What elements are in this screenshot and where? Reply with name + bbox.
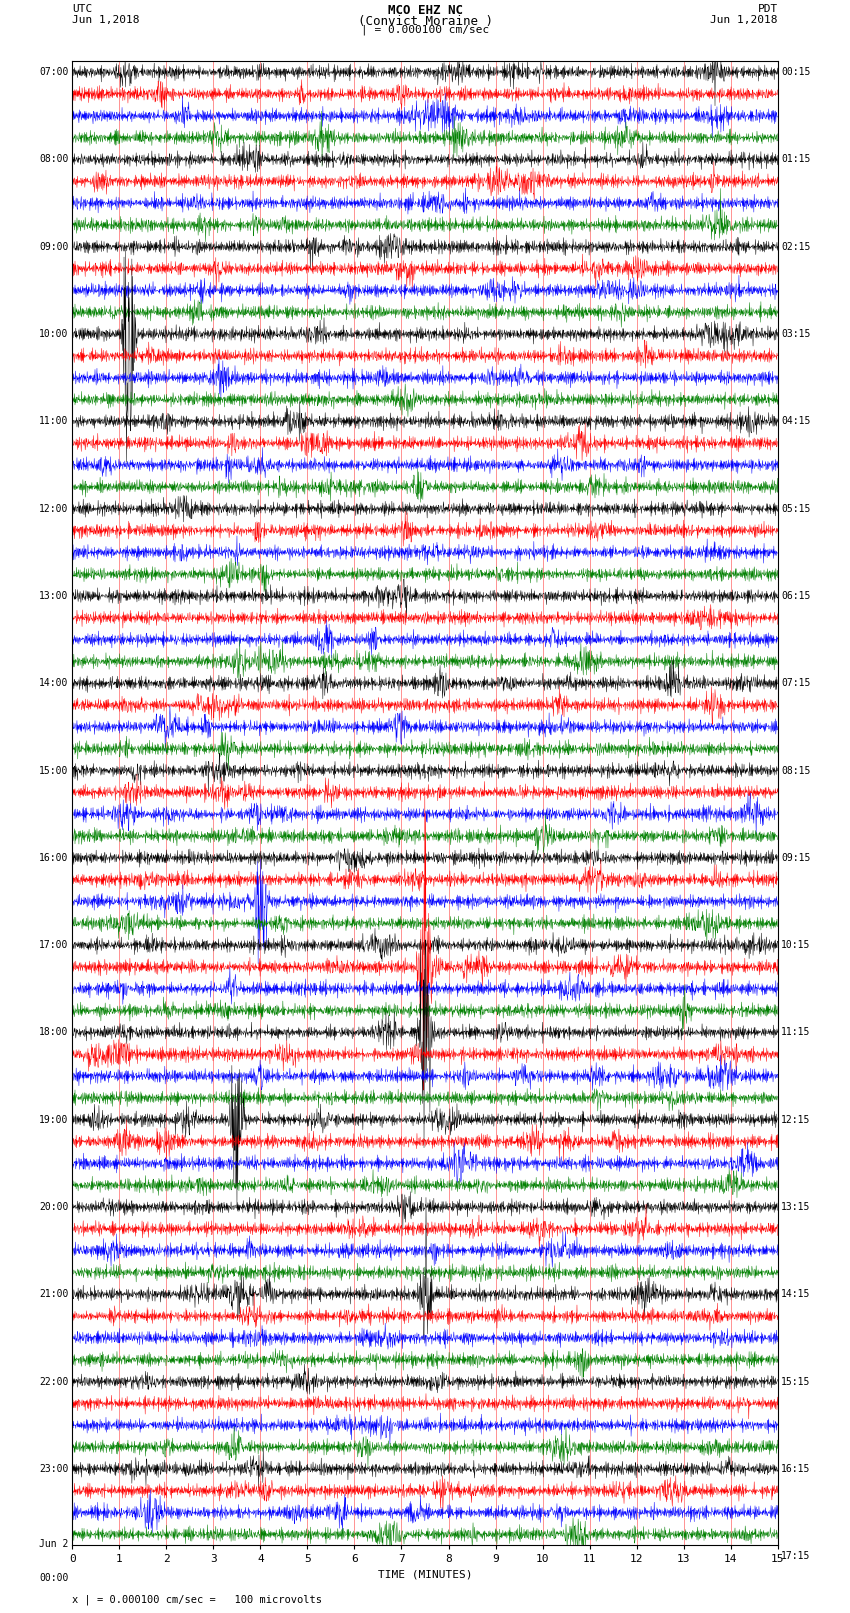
Text: 07:00: 07:00 (39, 68, 69, 77)
X-axis label: TIME (MINUTES): TIME (MINUTES) (377, 1569, 473, 1579)
Text: 12:00: 12:00 (39, 503, 69, 513)
Text: 14:00: 14:00 (39, 677, 69, 689)
Text: 17:00: 17:00 (39, 940, 69, 950)
Text: 05:15: 05:15 (781, 503, 811, 513)
Text: 00:00: 00:00 (39, 1573, 69, 1582)
Text: 11:00: 11:00 (39, 416, 69, 426)
Text: 23:00: 23:00 (39, 1465, 69, 1474)
Text: 21:00: 21:00 (39, 1289, 69, 1300)
Text: Jun 1,2018: Jun 1,2018 (711, 15, 778, 24)
Text: 04:15: 04:15 (781, 416, 811, 426)
Text: 03:15: 03:15 (781, 329, 811, 339)
Text: 08:00: 08:00 (39, 155, 69, 165)
Text: PDT: PDT (757, 5, 778, 15)
Text: 10:15: 10:15 (781, 940, 811, 950)
Text: MCO EHZ NC: MCO EHZ NC (388, 5, 462, 18)
Text: 07:15: 07:15 (781, 677, 811, 689)
Text: 16:15: 16:15 (781, 1465, 811, 1474)
Text: UTC: UTC (72, 5, 93, 15)
Text: 09:15: 09:15 (781, 853, 811, 863)
Text: 15:15: 15:15 (781, 1376, 811, 1387)
Text: 17:15: 17:15 (781, 1552, 811, 1561)
Text: 00:15: 00:15 (781, 68, 811, 77)
Text: 13:15: 13:15 (781, 1202, 811, 1211)
Text: 09:00: 09:00 (39, 242, 69, 252)
Text: x | = 0.000100 cm/sec =   100 microvolts: x | = 0.000100 cm/sec = 100 microvolts (72, 1594, 322, 1605)
Text: (Convict Moraine ): (Convict Moraine ) (358, 15, 492, 27)
Text: 06:15: 06:15 (781, 590, 811, 602)
Text: 11:15: 11:15 (781, 1027, 811, 1037)
Text: 01:15: 01:15 (781, 155, 811, 165)
Text: 13:00: 13:00 (39, 590, 69, 602)
Text: 15:00: 15:00 (39, 766, 69, 776)
Text: 08:15: 08:15 (781, 766, 811, 776)
Text: | = 0.000100 cm/sec: | = 0.000100 cm/sec (361, 24, 489, 35)
Text: Jun 2: Jun 2 (39, 1539, 69, 1548)
Text: 12:15: 12:15 (781, 1115, 811, 1124)
Text: 22:00: 22:00 (39, 1376, 69, 1387)
Text: 16:00: 16:00 (39, 853, 69, 863)
Text: 19:00: 19:00 (39, 1115, 69, 1124)
Text: 20:00: 20:00 (39, 1202, 69, 1211)
Text: Jun 1,2018: Jun 1,2018 (72, 15, 139, 24)
Text: 14:15: 14:15 (781, 1289, 811, 1300)
Text: 10:00: 10:00 (39, 329, 69, 339)
Text: 02:15: 02:15 (781, 242, 811, 252)
Text: 18:00: 18:00 (39, 1027, 69, 1037)
